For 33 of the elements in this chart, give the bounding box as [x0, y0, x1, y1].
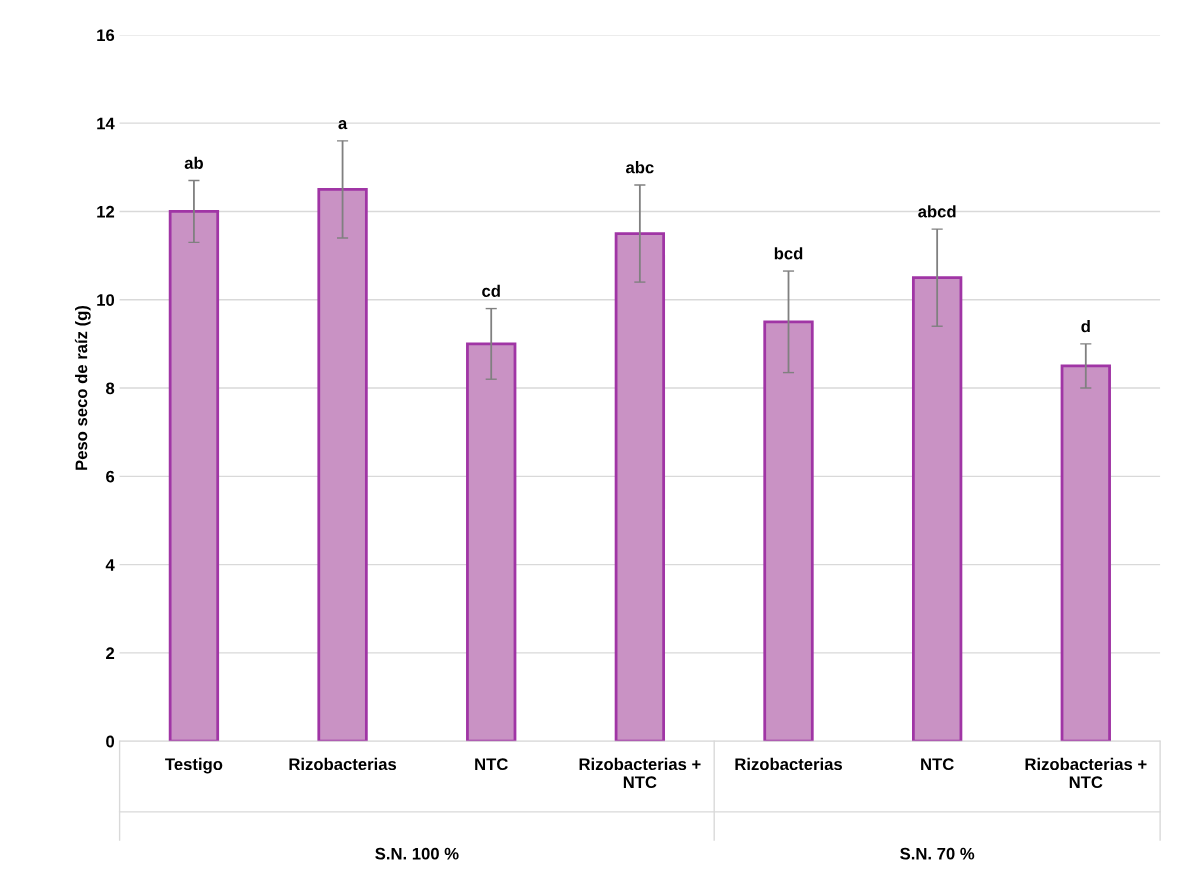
annotation: bcd [774, 247, 803, 260]
bar [911, 276, 963, 742]
annotation: cd [482, 284, 500, 297]
y-tick-label: 4 [105, 559, 115, 571]
annotation: ab [184, 156, 203, 169]
annotation: abcd [918, 205, 956, 218]
x-tick-label: Rizobacterias [735, 757, 843, 771]
y-tick-label: 2 [106, 647, 115, 659]
annotation: a [338, 120, 348, 130]
bar [763, 320, 814, 742]
y-tick-label: 12 [97, 205, 115, 218]
x-tick-label: Rizobacterias [289, 757, 397, 771]
annotation: d [1081, 320, 1090, 333]
bar [1060, 364, 1111, 742]
bar [614, 232, 666, 742]
x-tick-label: Rizobacterias + NTC [579, 757, 701, 789]
y-tick-label: 10 [97, 294, 115, 306]
x-tick-label: Rizobacterias + NTC [1025, 757, 1147, 789]
y-tick-label: 14 [97, 117, 115, 130]
bar [317, 188, 368, 742]
x-tick-label: Testigo [165, 757, 223, 774]
x-tick-label: NTC [475, 758, 508, 771]
text: S.N. 70 % [900, 847, 975, 860]
annotation: abc [625, 161, 654, 174]
text: S.N. 100 % [375, 847, 459, 860]
bar [466, 342, 517, 742]
y-tick-label: 6 [106, 470, 115, 483]
y-tick-label: 16 [97, 29, 115, 42]
bar [168, 210, 220, 742]
x-tick-label: NTC [921, 758, 954, 771]
y-tick-label: 0 [106, 735, 115, 748]
y-axis-title: Peso seco de raíz (g) [74, 305, 91, 470]
y-tick-label: 8 [106, 382, 115, 395]
